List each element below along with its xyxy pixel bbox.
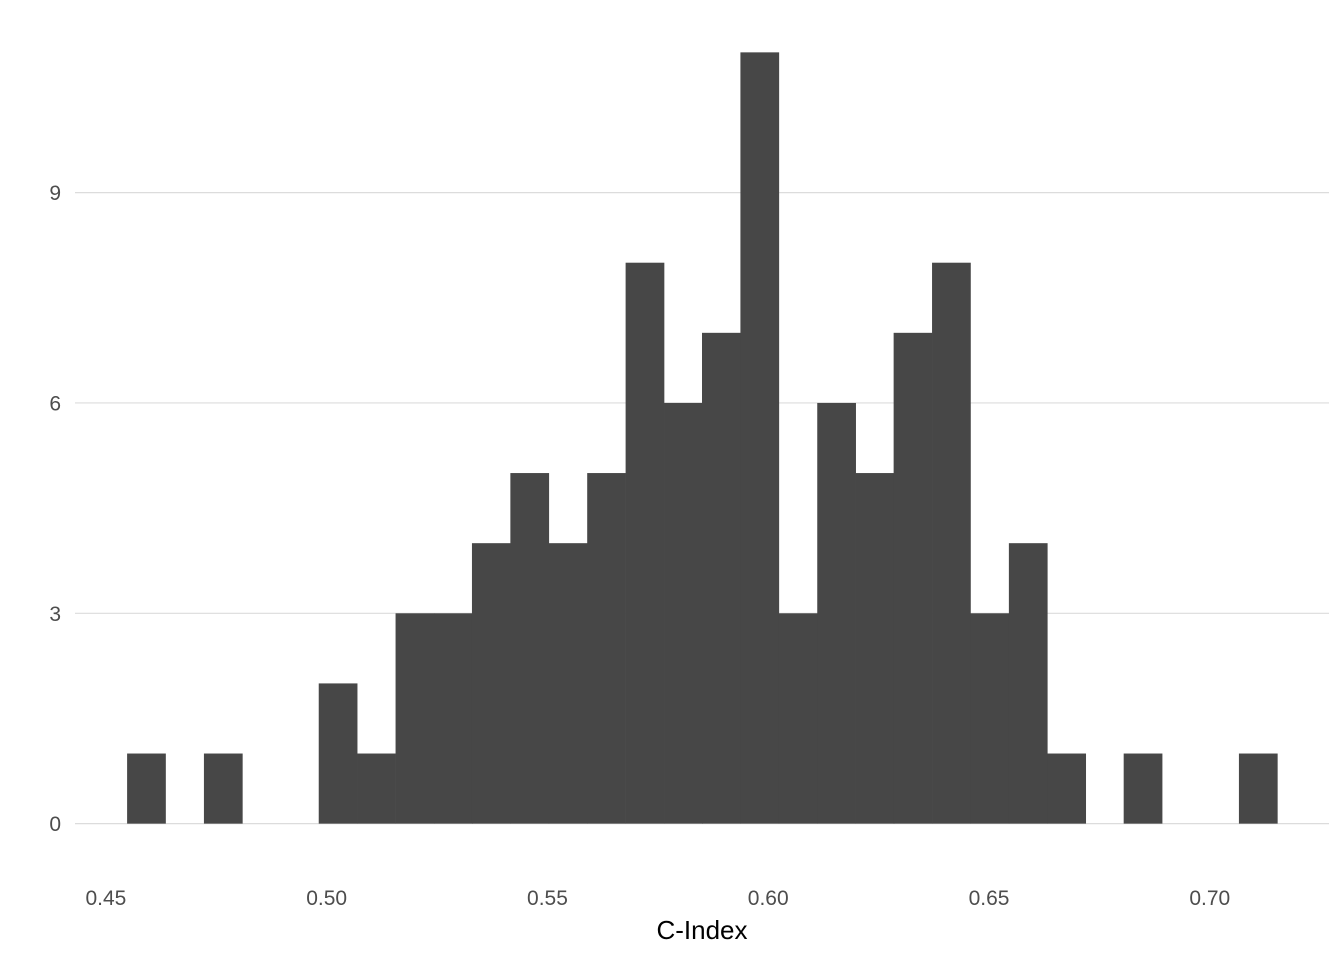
histogram-bar [1047, 753, 1087, 824]
histogram-bar [1008, 543, 1048, 824]
histogram-bar [548, 543, 588, 824]
x-tick-label: 0.50 [306, 887, 347, 910]
x-tick-label: 0.55 [527, 887, 568, 910]
histogram-bar [702, 332, 741, 824]
histogram-bar [1238, 753, 1278, 824]
histogram-bar [893, 332, 933, 824]
histogram-bar [510, 473, 550, 824]
histogram-bar [817, 402, 856, 824]
x-axis-ticks: 0.45 0.50 0.55 0.60 0.65 0.70 [85, 887, 1230, 910]
x-tick-label: 0.60 [748, 887, 789, 910]
histogram-bar [433, 613, 473, 824]
histogram-bar [1123, 753, 1163, 824]
y-tick-label: 6 [49, 392, 61, 415]
y-tick-label: 0 [49, 813, 61, 836]
histogram-bar [970, 613, 1010, 824]
histogram-bar [471, 543, 511, 824]
histogram-bar [778, 613, 818, 824]
x-axis-title: C-Index [656, 915, 747, 945]
y-tick-label: 3 [49, 603, 61, 626]
histogram-bar [740, 52, 780, 824]
histogram-bar [625, 262, 665, 824]
x-tick-label: 0.45 [85, 887, 126, 910]
histogram-bar [855, 473, 895, 824]
histogram-bar [932, 262, 971, 824]
histogram-bar [587, 473, 626, 824]
histogram-bar [395, 613, 435, 824]
histogram-bar [318, 683, 358, 824]
x-tick-label: 0.70 [1189, 887, 1230, 910]
histogram-bars [127, 52, 1278, 824]
histogram-bar [127, 753, 166, 824]
histogram-bar [357, 753, 396, 824]
x-tick-label: 0.65 [969, 887, 1010, 910]
histogram-bar [203, 753, 243, 824]
histogram-bar [664, 402, 703, 824]
y-axis-ticks: 0 3 6 9 [49, 182, 61, 836]
y-tick-label: 9 [49, 182, 61, 205]
